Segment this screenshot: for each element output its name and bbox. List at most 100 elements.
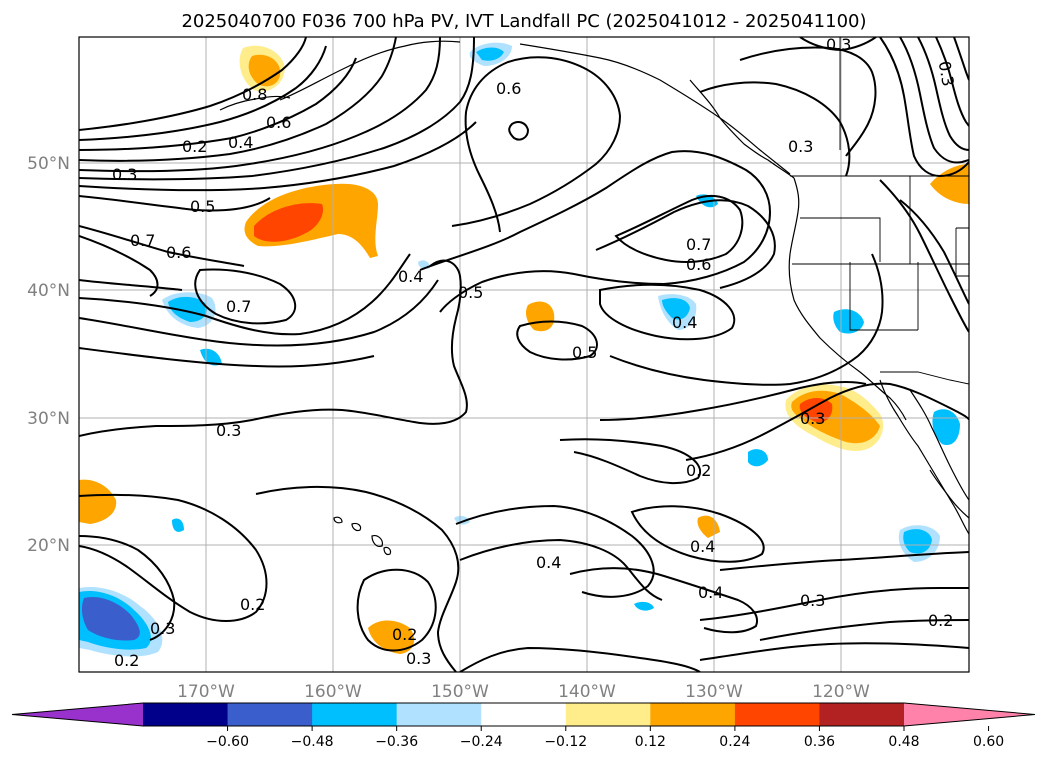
contour-ne-nested-4 (935, 37, 969, 127)
lon-tick: 170°W (177, 682, 235, 702)
contour-label: 0.3 (935, 60, 958, 88)
pv-contours (79, 37, 969, 672)
contour-0.3-se (699, 587, 969, 621)
colorbar-segment (650, 703, 736, 726)
contour-label: 0.2 (928, 611, 953, 630)
contour-label: 0.5 (458, 283, 483, 302)
contour-label: 0.7 (686, 235, 711, 254)
contour-0.7-east (614, 194, 744, 263)
hawaii-3 (371, 535, 383, 547)
contour-label: 0.4 (698, 583, 723, 602)
coast-panhandle (689, 79, 795, 179)
longitude-tick-labels: 170°W 160°W 150°W 140°W 130°W 120°W (177, 682, 870, 702)
contour-ne-nested-5 (953, 37, 969, 81)
contour-label: 0.6 (266, 113, 291, 132)
lon-tick: 140°W (558, 682, 616, 702)
colorbar-segment (396, 703, 482, 726)
contour-0.3-south-closed (356, 568, 437, 652)
coast-mexico (929, 469, 969, 519)
shade-subtropical-east (748, 449, 768, 467)
colorbar-tick-label: 0.24 (719, 734, 750, 750)
contour-0.2-hawaii (255, 485, 460, 672)
colorbar-segment (481, 703, 567, 726)
contour-0.5-mid (419, 150, 772, 313)
contour-0.5-w40 (79, 253, 411, 336)
shade-small-spot-2 (172, 518, 184, 532)
contour-0.2-se (719, 551, 969, 571)
figure-title: 2025040700 F036 700 hPa PV, IVT Landfall… (181, 11, 866, 32)
contour-label: 0.3 (800, 409, 825, 428)
colorbar-extend-low (12, 703, 143, 726)
shade-hawaii-south (368, 620, 415, 654)
contour-0.2-north (79, 121, 477, 192)
contour-0.3-north-east (699, 81, 851, 177)
coast-baja-inner (909, 389, 969, 501)
colorbar-tick-label: −0.48 (291, 734, 334, 750)
contour-label: 0.7 (130, 231, 155, 250)
contour-0.6-nw (79, 225, 245, 267)
contour-0.6-east (595, 199, 776, 289)
contour-0.6-w40 (79, 279, 183, 291)
contour-label: 0.6 (496, 79, 521, 98)
contour-0.3-top-right (799, 37, 877, 52)
shade-mexico-coast-core (903, 529, 932, 554)
hawaii-2 (351, 522, 362, 532)
contour-0.5-center (516, 320, 598, 361)
colorbar-tick-label: −0.24 (460, 734, 503, 750)
contour-0.5-north (79, 37, 397, 162)
border-state-3 (849, 262, 918, 331)
colorbar-segment (227, 703, 313, 726)
contour-0.4-subtrop-closed (630, 505, 765, 563)
colorbar-tick-label: −0.12 (544, 734, 587, 750)
contour-0.4-w40 (79, 279, 439, 347)
shade-center-east-core (662, 298, 690, 320)
shade-west-pacific-40n-core (168, 296, 208, 322)
contour-0.3-north (79, 37, 475, 181)
shade-offshore-baja-core (799, 398, 833, 423)
colorbar: −0.60 −0.48 −0.36 −0.24 −0.12 0.12 0.24 0.36 0.4… (11, 702, 1036, 750)
lon-tick: 150°W (431, 682, 489, 702)
contour-label: 0.2 (182, 137, 207, 156)
colorbar-tick-label: 0.60 (973, 734, 1004, 750)
colorbar-tick-label: −0.36 (375, 734, 418, 750)
contour-0.2-eastern-loop (455, 504, 655, 598)
contour-label: 0.2 (686, 461, 711, 480)
contour-0.7-closed-upper (508, 121, 530, 141)
contour-0.4-north (79, 37, 441, 173)
coast-baja (879, 379, 969, 535)
colorbar-segment (819, 703, 905, 726)
colorbar-extend-high (904, 703, 1035, 726)
contour-label: 0.3 (800, 591, 825, 610)
lat-tick: 20°N (27, 536, 70, 556)
contour-0.3-w (79, 347, 375, 368)
contour-0.3-east (685, 382, 969, 461)
contour-label: 0.4 (690, 537, 715, 556)
contour-label: 0.8 (242, 85, 267, 104)
contour-label: 0.2 (392, 625, 417, 644)
contour-0.3-east-2 (599, 380, 867, 421)
map-frame (78, 36, 970, 673)
contour-label: 0.3 (216, 421, 241, 440)
contour-0.3-ne-lower (879, 179, 969, 333)
contour-0.3-south-west (79, 535, 176, 641)
colorbar-tick-label: 0.12 (635, 734, 666, 750)
contour-0.2-se-lower (699, 642, 969, 661)
colorbar-tick-label: −0.60 (206, 734, 249, 750)
contour-label: 0.2 (114, 651, 139, 670)
border-state-1 (800, 217, 881, 262)
colorbar-tick-label: 0.36 (804, 734, 835, 750)
contour-0.2-lower (79, 493, 268, 622)
contour-0.6-mid (451, 56, 622, 233)
contour-label: 0.3 (406, 649, 431, 668)
contour-0.4-mid-east (609, 253, 884, 386)
shade-southwest-low-core (81, 596, 140, 641)
contour-label: 0.4 (536, 553, 561, 572)
contour-label: 0.5 (572, 343, 597, 362)
shade-gulf-top-core (476, 47, 504, 61)
shade-north-pacific-core (254, 203, 324, 242)
shade-west-edge (79, 479, 117, 524)
contour-ne-nested-2 (899, 37, 969, 164)
contour-label: 0.3 (150, 619, 175, 638)
